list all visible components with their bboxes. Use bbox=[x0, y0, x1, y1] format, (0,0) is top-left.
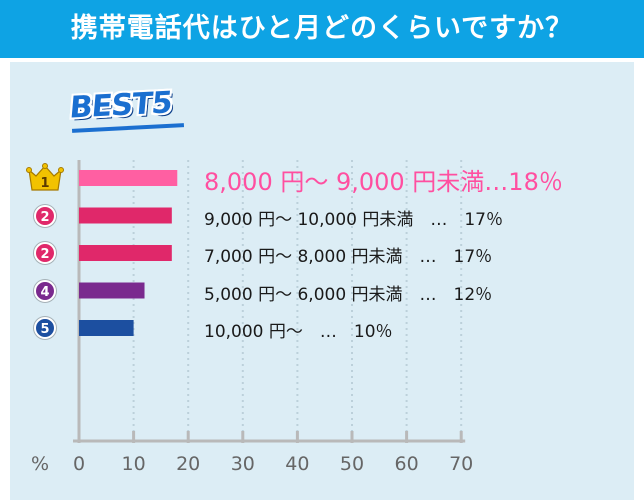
tick-label-40: 40 bbox=[285, 453, 309, 475]
unit-label: % bbox=[31, 453, 49, 475]
bar-label-4: 5,000 円～ 6,000 円未満 … 12％ bbox=[204, 284, 493, 305]
rank-badge-4: 4 bbox=[34, 279, 56, 302]
rank-badge-2: 2 bbox=[34, 204, 56, 227]
tick-label-60: 60 bbox=[395, 453, 419, 475]
rank-badge-5: 5 bbox=[34, 317, 56, 339]
tick-label-50: 50 bbox=[340, 453, 364, 475]
tick-label-20: 20 bbox=[176, 453, 200, 475]
bar-1 bbox=[79, 170, 178, 186]
tick-label-30: 30 bbox=[231, 453, 255, 475]
bar-label-5: 10,000 円～ … 10％ bbox=[204, 322, 393, 342]
rank-badge-3: 2 bbox=[34, 242, 56, 264]
bar-4 bbox=[79, 282, 145, 299]
bar-3 bbox=[79, 245, 172, 261]
bar-label-2: 9,000 円～ 10,000 円未満 … 17％ bbox=[204, 209, 503, 230]
header-bar: 携帯電話代はひと月どのくらいですか？ bbox=[0, 0, 644, 58]
bar-label-1: 8,000 円～ 9,000 円未満…18％ bbox=[204, 168, 563, 196]
chart-panel bbox=[10, 62, 634, 500]
bar-label-3: 7,000 円～ 8,000 円未満 … 17％ bbox=[204, 247, 493, 267]
rank-number-1: 1 bbox=[40, 176, 49, 191]
crown-icon: 1 bbox=[26, 163, 64, 191]
chart-title: 携帯電話代はひと月どのくらいですか？ bbox=[70, 13, 574, 44]
bar-2 bbox=[79, 207, 172, 224]
tick-label-10: 10 bbox=[122, 453, 146, 475]
tick-label-0: 0 bbox=[73, 453, 85, 475]
tick-label-70: 70 bbox=[449, 453, 473, 475]
bar-5 bbox=[79, 320, 134, 336]
